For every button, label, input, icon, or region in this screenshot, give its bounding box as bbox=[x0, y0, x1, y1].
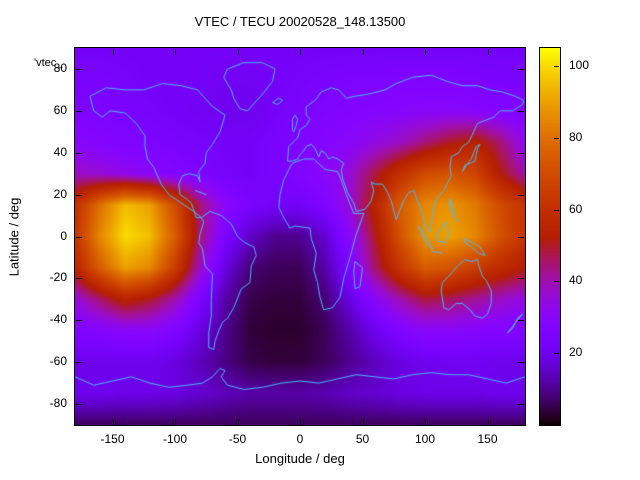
x-tick-mark bbox=[300, 419, 301, 425]
x-tick-label: 0 bbox=[296, 432, 304, 446]
y-tick-mark bbox=[76, 236, 82, 238]
y-tick-mark bbox=[76, 362, 82, 364]
y-tick-label: -20 bbox=[49, 270, 67, 285]
y-tick-mark bbox=[76, 278, 82, 280]
colorbar-tick-label: 20 bbox=[569, 345, 583, 360]
x-axis-label: Longitude / deg bbox=[255, 451, 345, 466]
y-tick-mark bbox=[518, 404, 524, 406]
x-tick-label: -50 bbox=[228, 432, 247, 446]
colorbar-tick-label: 100 bbox=[569, 57, 590, 72]
x-tick-mark bbox=[175, 49, 176, 55]
tec-heatmap-canvas bbox=[75, 48, 525, 425]
x-tick-label: 50 bbox=[355, 432, 370, 446]
x-tick-mark bbox=[112, 49, 114, 55]
y-tick-mark bbox=[518, 362, 524, 364]
y-tick-label: -80 bbox=[49, 396, 67, 411]
y-tick-label: -40 bbox=[49, 312, 67, 327]
chart-title: VTEC / TECU 20020528_148.13500 bbox=[194, 14, 406, 29]
plot-area-border bbox=[74, 47, 526, 426]
x-tick-mark bbox=[237, 419, 239, 425]
y-tick-mark bbox=[76, 320, 82, 322]
colorbar-tick-label: 80 bbox=[569, 129, 583, 144]
x-tick-mark bbox=[112, 419, 114, 425]
y-tick-label: -60 bbox=[49, 354, 67, 369]
y-tick-mark bbox=[76, 194, 82, 196]
x-tick-mark bbox=[300, 49, 301, 55]
y-tick-mark bbox=[518, 278, 524, 280]
y-tick-mark bbox=[518, 194, 524, 196]
colorbar-tick-mark bbox=[554, 353, 559, 355]
colorbar-tick-label: 40 bbox=[569, 273, 583, 288]
y-tick-label: 40 bbox=[53, 144, 67, 159]
y-tick-mark bbox=[76, 68, 82, 70]
y-tick-label: 80 bbox=[53, 60, 67, 75]
colorbar-tick-mark bbox=[554, 65, 559, 67]
x-tick-label: 150 bbox=[477, 432, 498, 446]
y-tick-mark bbox=[518, 320, 524, 322]
x-tick-mark bbox=[362, 49, 364, 55]
y-tick-mark bbox=[76, 152, 82, 154]
y-tick-mark bbox=[518, 152, 524, 154]
colorbar-tick-mark bbox=[554, 209, 559, 211]
x-tick-mark bbox=[175, 419, 176, 425]
colorbar-tick-mark bbox=[554, 281, 559, 283]
x-tick-label: -150 bbox=[100, 432, 125, 446]
y-tick-mark bbox=[518, 110, 524, 112]
y-axis-label: Latitude / deg bbox=[6, 197, 22, 277]
y-tick-mark bbox=[76, 404, 82, 406]
colorbar-canvas bbox=[540, 48, 560, 425]
x-tick-mark bbox=[487, 419, 489, 425]
y-tick-label: 60 bbox=[53, 102, 67, 117]
legend-key-label: 'vtec_ bbox=[34, 57, 63, 69]
colorbar-tick-mark bbox=[554, 137, 559, 139]
x-tick-mark bbox=[487, 49, 489, 55]
y-tick-label: 0 bbox=[60, 228, 67, 243]
colorbar-tick-label: 60 bbox=[569, 201, 583, 216]
colorbar-border bbox=[539, 47, 561, 426]
y-tick-mark bbox=[518, 68, 524, 70]
y-tick-mark bbox=[76, 110, 82, 112]
x-tick-mark bbox=[425, 419, 426, 425]
x-tick-label: -100 bbox=[162, 432, 188, 446]
x-tick-label: 100 bbox=[414, 432, 436, 446]
x-tick-mark bbox=[362, 419, 364, 425]
x-tick-mark bbox=[425, 49, 426, 55]
y-tick-label: 20 bbox=[53, 186, 67, 201]
x-tick-mark bbox=[237, 49, 239, 55]
y-tick-mark bbox=[518, 236, 524, 238]
